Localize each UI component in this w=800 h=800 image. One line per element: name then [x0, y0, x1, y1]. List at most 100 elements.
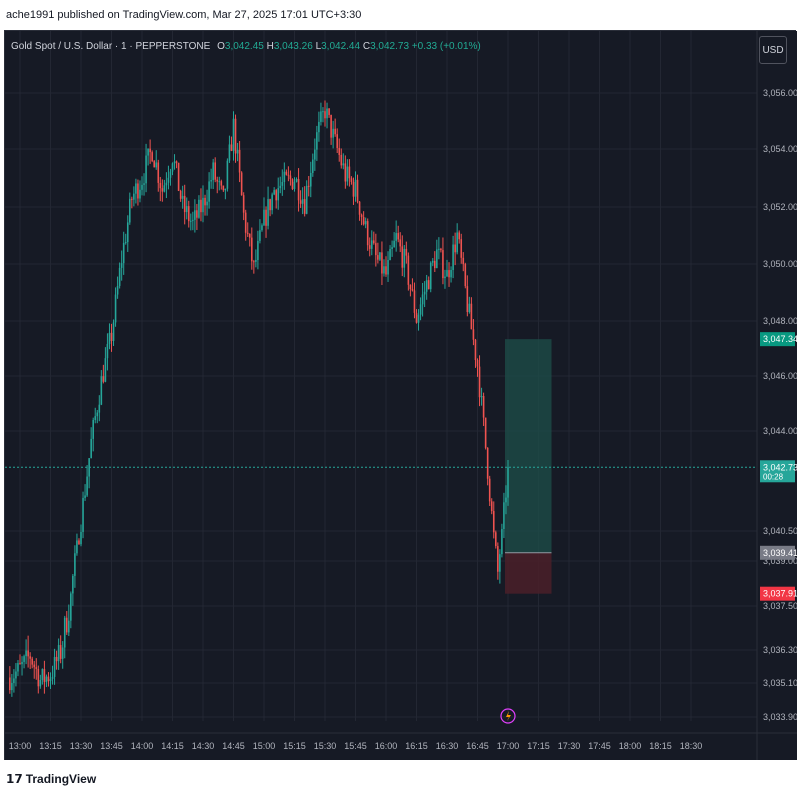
candle-body [145, 155, 147, 184]
candle-body [332, 128, 334, 138]
candle-body [161, 188, 164, 192]
candle-body [480, 396, 483, 398]
price-tick-label: 3,033.90 [763, 712, 797, 722]
candle-body [90, 438, 92, 459]
price-tick-label: 3,048.00 [763, 316, 797, 326]
candle-body [228, 144, 231, 161]
candle-body [460, 239, 463, 258]
candle-body [198, 199, 200, 218]
candle-body [466, 286, 469, 312]
current-price-tag: 3,042.73 [763, 462, 797, 472]
time-tick-label: 13:00 [9, 741, 32, 751]
candle-body [468, 303, 471, 312]
candle-body [163, 185, 166, 192]
chart-area[interactable]: 3,056.00 3,054.00 3,052.00 3,050.00 3,048.00… [4, 30, 797, 761]
candle-body [472, 329, 475, 340]
candle-body [106, 343, 109, 359]
candle-body [427, 280, 430, 290]
candle-body [141, 184, 143, 190]
candle-body [185, 206, 188, 213]
candle-body [222, 185, 225, 191]
candle-body [399, 239, 402, 247]
price-tick-label: 3,035.10 [763, 678, 797, 688]
price-tick-label: 3,036.30 [763, 645, 797, 655]
candle-body [370, 240, 373, 249]
candle-body [334, 128, 336, 135]
candle-body [133, 193, 135, 200]
candle-body [33, 664, 36, 668]
candle-body [287, 174, 290, 176]
candle-body [405, 248, 408, 256]
change-value: +0.33 (+0.01%) [411, 41, 481, 52]
candle-body [326, 108, 328, 119]
candle-body [92, 419, 94, 439]
price-tick-label: 3,037.50 [763, 601, 797, 611]
candle-body [192, 219, 194, 221]
candle-body [438, 248, 440, 250]
time-tick-label: 17:30 [558, 741, 581, 751]
candle-body [495, 532, 497, 547]
candle-body [358, 201, 361, 215]
close-label: C [362, 41, 371, 52]
candle-body [230, 144, 233, 151]
entry-price-tag: 3,039.41 [763, 548, 797, 558]
time-tick-label: 15:15 [283, 741, 306, 751]
candle-body [248, 233, 251, 238]
candle-body [409, 284, 412, 290]
candle-body [440, 248, 442, 251]
candle-body [104, 358, 107, 382]
candle-body [86, 476, 88, 496]
candle-body [407, 255, 410, 285]
candle-body [82, 497, 84, 532]
candle-body [360, 214, 363, 218]
currency-button[interactable]: USD [759, 36, 787, 64]
candle-body [497, 546, 499, 572]
stop-price-tag: 3,037.91 [763, 589, 797, 599]
price-chart[interactable]: 3,056.00 3,054.00 3,052.00 3,050.00 3,048.00… [5, 31, 797, 761]
candle-body [454, 244, 456, 253]
candle-body [72, 575, 74, 594]
candle-body [114, 294, 117, 323]
candle-body [55, 656, 58, 662]
candle-body [484, 417, 487, 448]
tradingview-logo[interactable]: 𝟭𝟳 TradingView [6, 772, 96, 786]
candle-body [413, 290, 416, 313]
candle-body [175, 161, 178, 163]
candle-body [232, 118, 235, 151]
candle-body [47, 676, 50, 682]
candle-body [68, 620, 70, 633]
time-tick-label: 17:00 [497, 741, 520, 751]
candle-body [476, 360, 479, 367]
candle-body [395, 233, 397, 241]
candle-body [423, 291, 426, 295]
candle-body [452, 244, 454, 271]
time-tick-label: 16:30 [436, 741, 459, 751]
candle-body [149, 148, 151, 153]
time-tick-label: 16:15 [405, 741, 428, 751]
candle-body [362, 217, 365, 225]
candle-body [417, 314, 420, 323]
candle-body [490, 501, 493, 512]
candle-body [108, 332, 111, 344]
candle-body [505, 497, 507, 503]
time-tick-label: 14:15 [161, 741, 184, 751]
candle-body [157, 162, 160, 183]
candle-body [234, 118, 237, 154]
candle-body [436, 249, 438, 269]
candle-body [244, 212, 247, 233]
candle-body [379, 252, 381, 260]
candle-body [397, 233, 399, 240]
time-tick-label: 15:00 [253, 741, 276, 751]
candle-body [179, 190, 182, 199]
chart-legend: Gold Spot / U.S. Dollar · 1 · PEPPERSTON… [11, 41, 481, 52]
current-price-tag-countdown: 00:28 [763, 472, 784, 481]
low-value: 3,042.44 [321, 41, 361, 52]
target-zone [505, 339, 552, 553]
candle-body [324, 111, 326, 119]
candle-body [59, 645, 62, 659]
candle-body [474, 339, 477, 361]
candle-body [259, 230, 261, 241]
candle-body [352, 181, 355, 197]
candle-body [208, 181, 210, 202]
candle-body [330, 114, 332, 138]
